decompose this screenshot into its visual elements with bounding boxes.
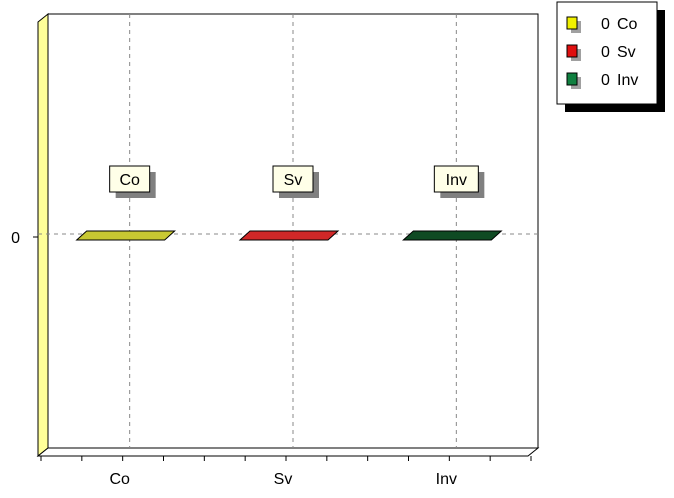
bar-label-text: Co <box>119 172 140 189</box>
legend-value: 0 <box>601 72 610 89</box>
x-tick-label: Inv <box>436 471 457 488</box>
chart-floor <box>36 447 540 457</box>
legend: 0 Co 0 Sv 0 Inv <box>556 1 665 112</box>
bar-co <box>75 230 176 241</box>
chart-left-wall <box>37 12 49 458</box>
legend-label: Sv <box>617 44 636 61</box>
legend-swatch <box>566 72 578 86</box>
bar-inv <box>402 230 503 241</box>
legend-label: Co <box>617 16 638 33</box>
legend-swatch <box>566 16 578 30</box>
bar-label: Sv <box>272 165 319 198</box>
legend-value: 0 <box>601 16 610 33</box>
bar-label-text: Inv <box>446 172 467 189</box>
x-tick-label: Sv <box>274 471 293 488</box>
legend-entry: 0 Inv <box>566 72 638 89</box>
legend-entry: 0 Sv <box>566 44 636 61</box>
bar-label: Co <box>109 165 156 198</box>
y-axis-ticks: 0 <box>11 230 38 247</box>
legend-entry: 0 Co <box>566 16 638 33</box>
legend-label: Inv <box>617 72 638 89</box>
y-tick-label: 0 <box>11 230 20 247</box>
legend-swatch <box>566 44 578 58</box>
x-axis-ticks: Co Sv Inv <box>40 456 532 488</box>
bars <box>75 230 503 241</box>
legend-value: 0 <box>601 44 610 61</box>
bar-labels: Co Sv Inv <box>109 165 485 198</box>
bar-label-text: Sv <box>284 172 303 189</box>
x-tick-label: Co <box>109 471 130 488</box>
bar-label: Inv <box>433 165 485 198</box>
bar-sv <box>238 230 340 241</box>
